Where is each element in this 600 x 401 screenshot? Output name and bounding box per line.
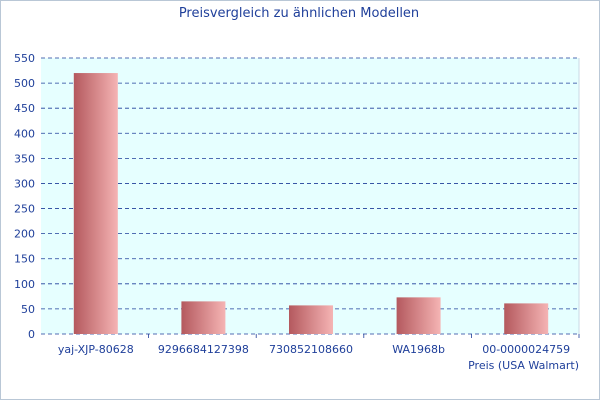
x-tick-label: WA1968b — [392, 343, 445, 356]
bars — [73, 73, 549, 335]
y-tick-label: 200 — [14, 228, 35, 241]
y-tick-label: 500 — [14, 77, 35, 90]
y-tick-label: 350 — [14, 152, 35, 165]
x-tick-label: yaj-XJP-80628 — [58, 343, 134, 356]
y-tick-label: 450 — [14, 102, 35, 115]
bar — [289, 305, 333, 334]
y-tick-label: 300 — [14, 177, 35, 190]
x-axis-label: Preis (USA Walmart) — [468, 359, 579, 372]
x-tick-label: 00-0000024759 — [482, 343, 570, 356]
bar — [504, 303, 549, 334]
grid-lines — [41, 57, 579, 310]
x-tick-labels: yaj-XJP-80628 9296684127398 730852108660 WA… — [58, 343, 570, 356]
x-tick-label: 730852108660 — [269, 343, 353, 356]
y-tick-label: 400 — [14, 127, 35, 140]
y-tick-label: 0 — [28, 328, 35, 341]
y-tick-label: 50 — [21, 303, 35, 316]
y-tick-label: 150 — [14, 253, 35, 266]
bar — [73, 73, 118, 335]
bar — [181, 301, 226, 334]
plot-area — [41, 58, 579, 334]
y-tick-label: 250 — [14, 203, 35, 216]
y-tick-label: 100 — [14, 278, 35, 291]
y-tick-labels: 0 50 100 150 200 250 300 350 400 450 500 550 — [14, 52, 35, 341]
x-tick-label: 9296684127398 — [158, 343, 249, 356]
chart-title: Preisvergleich zu ähnlichen Modellen — [179, 6, 419, 21]
bar — [396, 297, 441, 334]
y-tick-label: 550 — [14, 52, 35, 65]
